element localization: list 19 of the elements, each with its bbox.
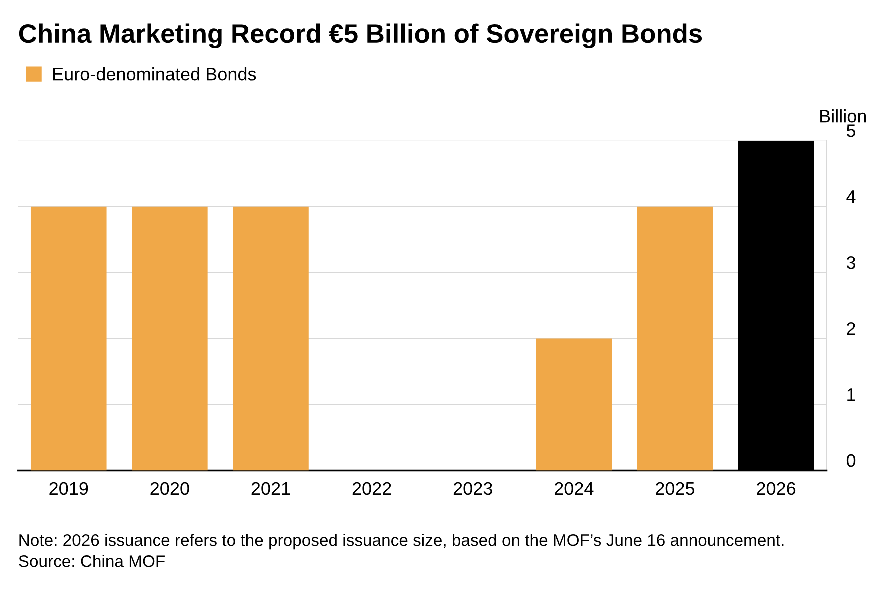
- x-tick-label: 2026: [757, 482, 796, 496]
- y-tick-label: 3: [846, 256, 856, 270]
- x-tick-label: 2019: [50, 482, 88, 496]
- legend-label: Euro-denominated Bonds: [53, 68, 256, 81]
- x-tick-label: 2020: [150, 482, 190, 496]
- source-note: Source: China MOF: [19, 555, 165, 568]
- chart-title: China Marketing Record €5 Billion of Sovereign Bonds: [19, 24, 702, 48]
- y-tick-label: 2: [847, 322, 856, 336]
- x-tick-label: 2024: [554, 482, 594, 496]
- x-tick-label: 2025: [656, 482, 695, 496]
- y-tick-label: 5: [846, 124, 856, 138]
- text: Note: 2026 issuance refers to the proposed issuance size, based on the MOF’s June 16 announcement.: [20, 534, 784, 550]
- x-tick-label: 2022: [352, 482, 392, 496]
- x-tick-label: 2023: [454, 482, 492, 496]
- y-axis-title: Billion: [820, 110, 866, 123]
- y-tick-label: 1: [848, 388, 856, 402]
- y-tick-label: 4: [846, 190, 856, 204]
- y-tick-label: 0: [846, 454, 856, 468]
- x-tick-label: 2021: [252, 482, 290, 496]
